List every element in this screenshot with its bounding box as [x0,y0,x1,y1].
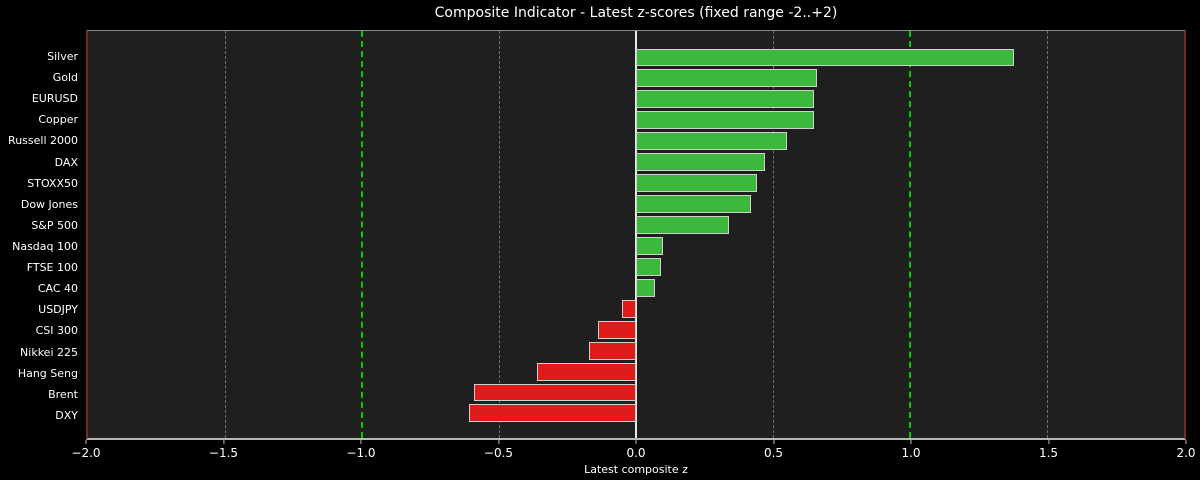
bar-row-ftse-100 [88,256,1184,277]
chart-title: Composite Indicator - Latest z-scores (f… [434,5,838,21]
bar-row-dxy [88,403,1184,424]
gridline-0.5 [772,31,774,438]
y-tick-label-nasdaq-100: Nasdaq 100 [12,240,78,254]
x-tick-mark [1185,440,1187,444]
threshold-line-1 [909,31,911,438]
y-tick-label-eurusd: EURUSD [31,92,78,106]
x-tick--2: −2.0 [71,440,101,460]
bar-stoxx50 [636,174,757,193]
x-tick-label: −1.0 [346,446,376,460]
x-tick-label: 1.0 [901,446,921,460]
x-tick-mark [773,440,774,444]
x-tick--1.5: −1.5 [209,440,238,460]
y-tick-label-silver: Silver [47,50,78,64]
bars-layer [88,47,1184,424]
y-tick-label-csi-300: CSI 300 [35,324,78,338]
bar-row-copper [88,110,1184,131]
y-tick-label-nikkei-225: Nikkei 225 [20,345,78,359]
bar-silver [636,48,1015,67]
gridline-1.5 [1046,31,1048,438]
plot-area [86,30,1186,440]
bar-cac-40 [636,278,656,297]
bar-russell-2000 [636,132,787,151]
y-tick-label-cac-40: CAC 40 [37,282,78,296]
gridline--0.5 [498,31,500,438]
bar-row-gold [88,68,1184,89]
x-tick-label: 0.5 [763,446,784,460]
y-tick-label-copper: Copper [38,113,78,127]
x-tick-0: 0.0 [626,440,646,460]
y-tick-label-s-p-500: S&P 500 [31,218,78,232]
bar-usdjpy [622,299,636,318]
bar-hang-seng [537,362,636,381]
bar-nasdaq-100 [636,236,664,255]
bar-s-p-500 [636,216,730,234]
bar-dow-jones [636,195,752,213]
x-tick-label: 1.5 [1038,446,1059,460]
y-tick-label-dow-jones: Dow Jones [20,197,78,211]
x-tick-mark [635,440,637,444]
x-tick-1.5: 1.5 [1039,440,1058,460]
bar-row-nikkei-225 [88,340,1184,361]
bar-row-nasdaq-100 [88,235,1184,256]
x-tick-mark [85,440,87,444]
y-tick-label-brent: Brent [48,387,78,401]
x-tick-label: −1.5 [208,446,239,460]
x-tick-label: −0.5 [483,446,514,460]
bar-row-brent [88,382,1184,403]
y-axis-labels: Silver Gold EURUSD Copper Russell 2000 DAX STO… [0,46,78,426]
bar-ftse-100 [636,257,661,276]
x-tick-label: 2.0 [1176,446,1196,460]
y-tick-label-dax: DAX [54,155,78,169]
x-tick-mark [497,440,499,444]
bar-dax [636,153,765,172]
x-tick-2: 2.0 [1176,440,1196,460]
x-tick-label: 0.0 [626,446,646,460]
x-tick--0.5: −0.5 [484,440,513,460]
bar-row-silver [88,47,1184,68]
y-tick-label-stoxx50: STOXX50 [27,176,78,190]
bar-copper [636,111,815,130]
bar-row-csi-300 [88,319,1184,340]
x-tick-1: 1.0 [901,440,921,460]
bar-gold [636,69,817,88]
bar-dxy [468,404,636,423]
x-tick-mark [1048,440,1049,444]
x-tick-mark [222,440,224,444]
y-tick-label-hang-seng: Hang Seng [17,366,78,380]
x-tick-mark [910,440,912,444]
gridline--1.5 [224,31,226,438]
bar-row-s-p-500 [88,215,1184,236]
bar-nikkei-225 [589,341,636,360]
bar-row-dow-jones [88,194,1184,215]
gridlines-layer [88,31,1184,438]
y-tick-label-dxy: DXY [55,408,78,422]
bar-row-hang-seng [88,361,1184,382]
bar-row-stoxx50 [88,173,1184,194]
x-axis-ticks: −2.0 −1.5 −1.0 −0.5 0.0 0.5 1.0 1.5 2.0 [71,440,1196,466]
bar-row-dax [88,152,1184,173]
y-tick-label-ftse-100: FTSE 100 [26,261,78,275]
bar-brent [474,383,636,402]
bar-row-eurusd [88,89,1184,110]
bar-row-russell-2000 [88,131,1184,152]
bar-row-usdjpy [88,298,1184,319]
bar-eurusd [636,90,815,109]
threshold-line--1 [361,31,363,438]
x-axis-label: Latest composite z [584,463,688,476]
x-tick-label: −2.0 [71,446,101,460]
y-tick-label-usdjpy: USDJPY [38,303,78,317]
zero-line [635,31,637,438]
x-tick-0.5: 0.5 [764,440,783,460]
bar-csi-300 [597,320,636,339]
x-tick-mark [360,440,362,444]
x-tick--1: −1.0 [346,440,376,460]
y-tick-label-gold: Gold [52,71,78,85]
y-tick-label-russell-2000: Russell 2000 [8,134,78,148]
bar-row-cac-40 [88,277,1184,298]
